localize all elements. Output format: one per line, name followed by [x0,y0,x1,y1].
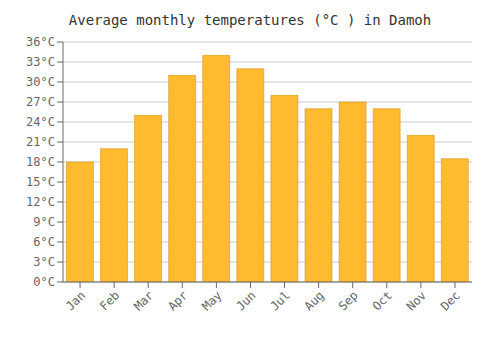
svg-text:6°C: 6°C [33,235,55,249]
svg-text:Apr: Apr [165,288,190,313]
svg-text:15°C: 15°C [26,175,55,189]
svg-text:24°C: 24°C [26,115,55,129]
svg-text:21°C: 21°C [26,135,55,149]
svg-text:Nov: Nov [404,288,429,313]
svg-text:36°C: 36°C [26,35,55,49]
svg-text:Oct: Oct [370,288,395,313]
svg-text:Sep: Sep [336,288,361,313]
svg-text:Mar: Mar [131,288,156,313]
svg-text:Jun: Jun [233,288,258,313]
svg-text:27°C: 27°C [26,95,55,109]
svg-text:Jul: Jul [267,288,292,313]
svg-text:Jan: Jan [63,288,88,313]
svg-text:3°C: 3°C [33,255,55,269]
svg-text:9°C: 9°C [33,215,55,229]
html-text:Average monthly temperatures (: Average monthly temperatures (°C ) in Da… [68,12,432,28]
svg-text:0°C: 0°C [33,275,55,289]
svg-text:33°C: 33°C [26,55,55,69]
svg-text:12°C: 12°C [26,195,55,209]
svg-text:30°C: 30°C [26,75,55,89]
svg-text:Aug: Aug [302,288,327,313]
svg-text:Dec: Dec [438,288,463,313]
svg-text:18°C: 18°C [26,155,55,169]
svg-text:May: May [199,288,224,313]
svg-text:Feb: Feb [97,288,122,313]
